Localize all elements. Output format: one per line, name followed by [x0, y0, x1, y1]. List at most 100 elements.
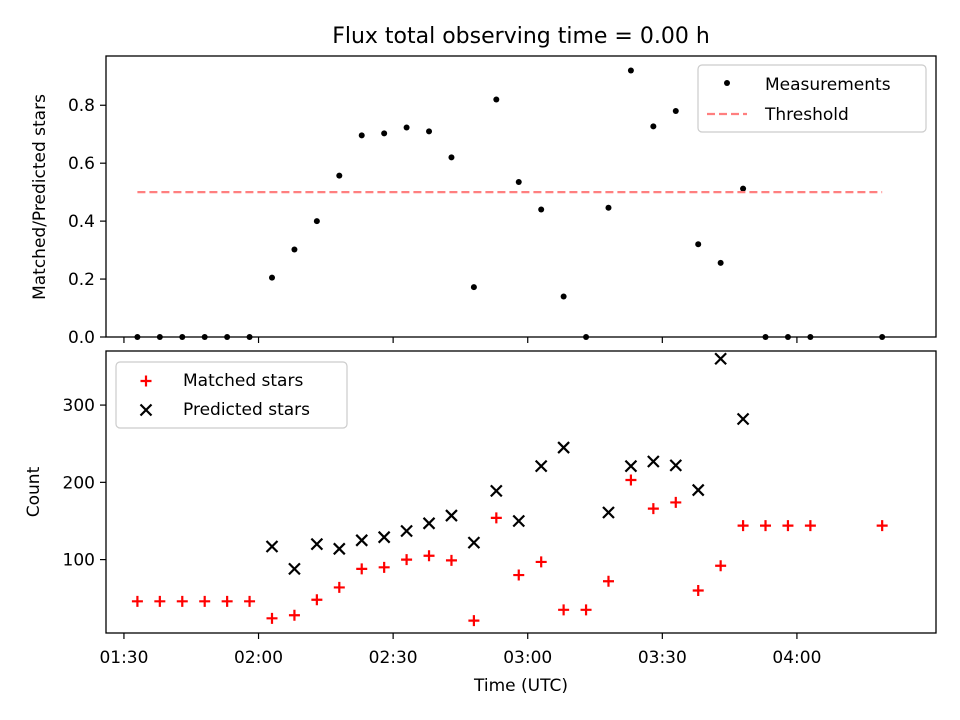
matched-star-point [445, 554, 457, 566]
series-matched-stars [131, 474, 888, 627]
predicted-star-point [557, 441, 570, 454]
measurement-point [156, 334, 163, 340]
matched-star-point [580, 604, 592, 616]
predicted-star-point [265, 540, 279, 553]
matched-star-point [602, 575, 614, 587]
measurement-point [560, 293, 567, 300]
measurement-point [605, 204, 612, 211]
measurement-point [403, 124, 410, 131]
matched-star-point [670, 496, 682, 508]
matched-star-point [468, 615, 480, 627]
y-tick-label: 300 [63, 396, 95, 416]
matched-star-point [513, 569, 525, 581]
legend: Measurements Threshold [697, 64, 927, 133]
predicted-star-point [534, 459, 548, 473]
predicted-star-point [669, 459, 683, 472]
legend-label: Measurements [765, 75, 891, 95]
predicted-star-point [512, 514, 526, 528]
x-axis-label: Time (UTC) [473, 676, 568, 696]
flux-ratio-panel: Flux total observing time = 0.00 h Match… [30, 24, 937, 348]
matched-star-point [535, 556, 547, 568]
predicted-star-point [445, 509, 458, 522]
matched-star-point [221, 595, 233, 607]
matched-star-point [760, 520, 772, 532]
matched-star-point [311, 594, 323, 606]
x-tick-label: 01:30 [99, 648, 148, 668]
legend-label: Threshold [764, 105, 849, 125]
series-predicted-stars [265, 352, 750, 576]
legend-label: Matched stars [183, 371, 303, 391]
measurement-point [695, 241, 702, 248]
y-axis-label-ratio: Matched/Predicted stars [30, 94, 50, 300]
measurement-point [672, 108, 679, 115]
matched-star-point [356, 563, 368, 575]
measurement-point [426, 128, 433, 135]
y-axis-label-count: Count [24, 466, 44, 517]
measurement-point [879, 334, 886, 340]
measurement-point [358, 132, 365, 139]
chart-title: Flux total observing time = 0.00 h [332, 24, 710, 49]
x-tick-label: 04:00 [772, 648, 821, 668]
measurement-point [538, 206, 545, 213]
legend-x-marker [139, 403, 153, 417]
matched-star-point [378, 561, 390, 573]
predicted-star-point [333, 542, 346, 556]
measurement-point [134, 334, 141, 340]
measurement-point [717, 259, 724, 266]
measurement-point [336, 172, 343, 179]
measurement-point [269, 274, 275, 281]
matched-star-point [737, 520, 749, 532]
predicted-star-point [422, 517, 436, 530]
measurement-point [650, 123, 657, 130]
measurement-point [583, 334, 590, 340]
measurement-point [291, 246, 298, 253]
measurement-point [515, 179, 522, 186]
measurement-point [807, 334, 814, 340]
measurement-point [493, 96, 500, 103]
y-tick-label: 0.4 [68, 212, 95, 232]
matched-star-point [625, 474, 637, 486]
measurement-point [740, 185, 747, 192]
matched-star-point [266, 612, 278, 624]
x-tick-label: 03:30 [638, 648, 687, 668]
plot-frame [105, 55, 937, 338]
y-tick-label: 200 [63, 473, 95, 493]
matched-star-point [244, 595, 256, 607]
predicted-star-point [400, 524, 413, 538]
matched-star-point [876, 520, 888, 532]
matched-star-point [490, 512, 502, 524]
y-tick-label: 100 [63, 551, 95, 571]
predicted-star-point [377, 530, 391, 544]
legend-dot-marker [724, 80, 730, 86]
matched-star-point [647, 503, 659, 515]
predicted-star-point [714, 352, 727, 366]
matched-star-point [131, 595, 143, 607]
predicted-star-point [467, 536, 481, 549]
y-tick-label: 0.0 [68, 328, 95, 348]
matched-star-point [423, 550, 435, 562]
matched-star-point [199, 595, 211, 607]
measurement-point [201, 334, 208, 340]
legend-label: Predicted stars [183, 400, 310, 420]
predicted-star-point [691, 483, 705, 497]
measurement-point [470, 284, 477, 291]
predicted-star-point [288, 562, 301, 576]
legend-plus-marker [140, 375, 152, 387]
x-tick-label: 02:30 [369, 648, 418, 668]
matched-star-point [154, 595, 166, 607]
matched-star-point [782, 520, 794, 532]
measurement-point [179, 334, 186, 340]
matched-star-point [333, 581, 345, 593]
legend-box [697, 64, 927, 133]
measurement-point [762, 334, 769, 340]
star-count-panel: Count Time (UTC) 100 200 300 01:30 02:00 02:3… [24, 350, 937, 696]
measurement-point [448, 154, 455, 161]
predicted-star-point [355, 534, 369, 547]
x-tick-label: 02:00 [234, 648, 283, 668]
x-tick-label: 03:00 [503, 648, 552, 668]
predicted-star-point [736, 412, 750, 426]
y-tick-label: 0.2 [68, 270, 95, 290]
matched-star-point [692, 585, 704, 597]
measurement-point [313, 218, 320, 225]
measurement-point [246, 334, 253, 340]
